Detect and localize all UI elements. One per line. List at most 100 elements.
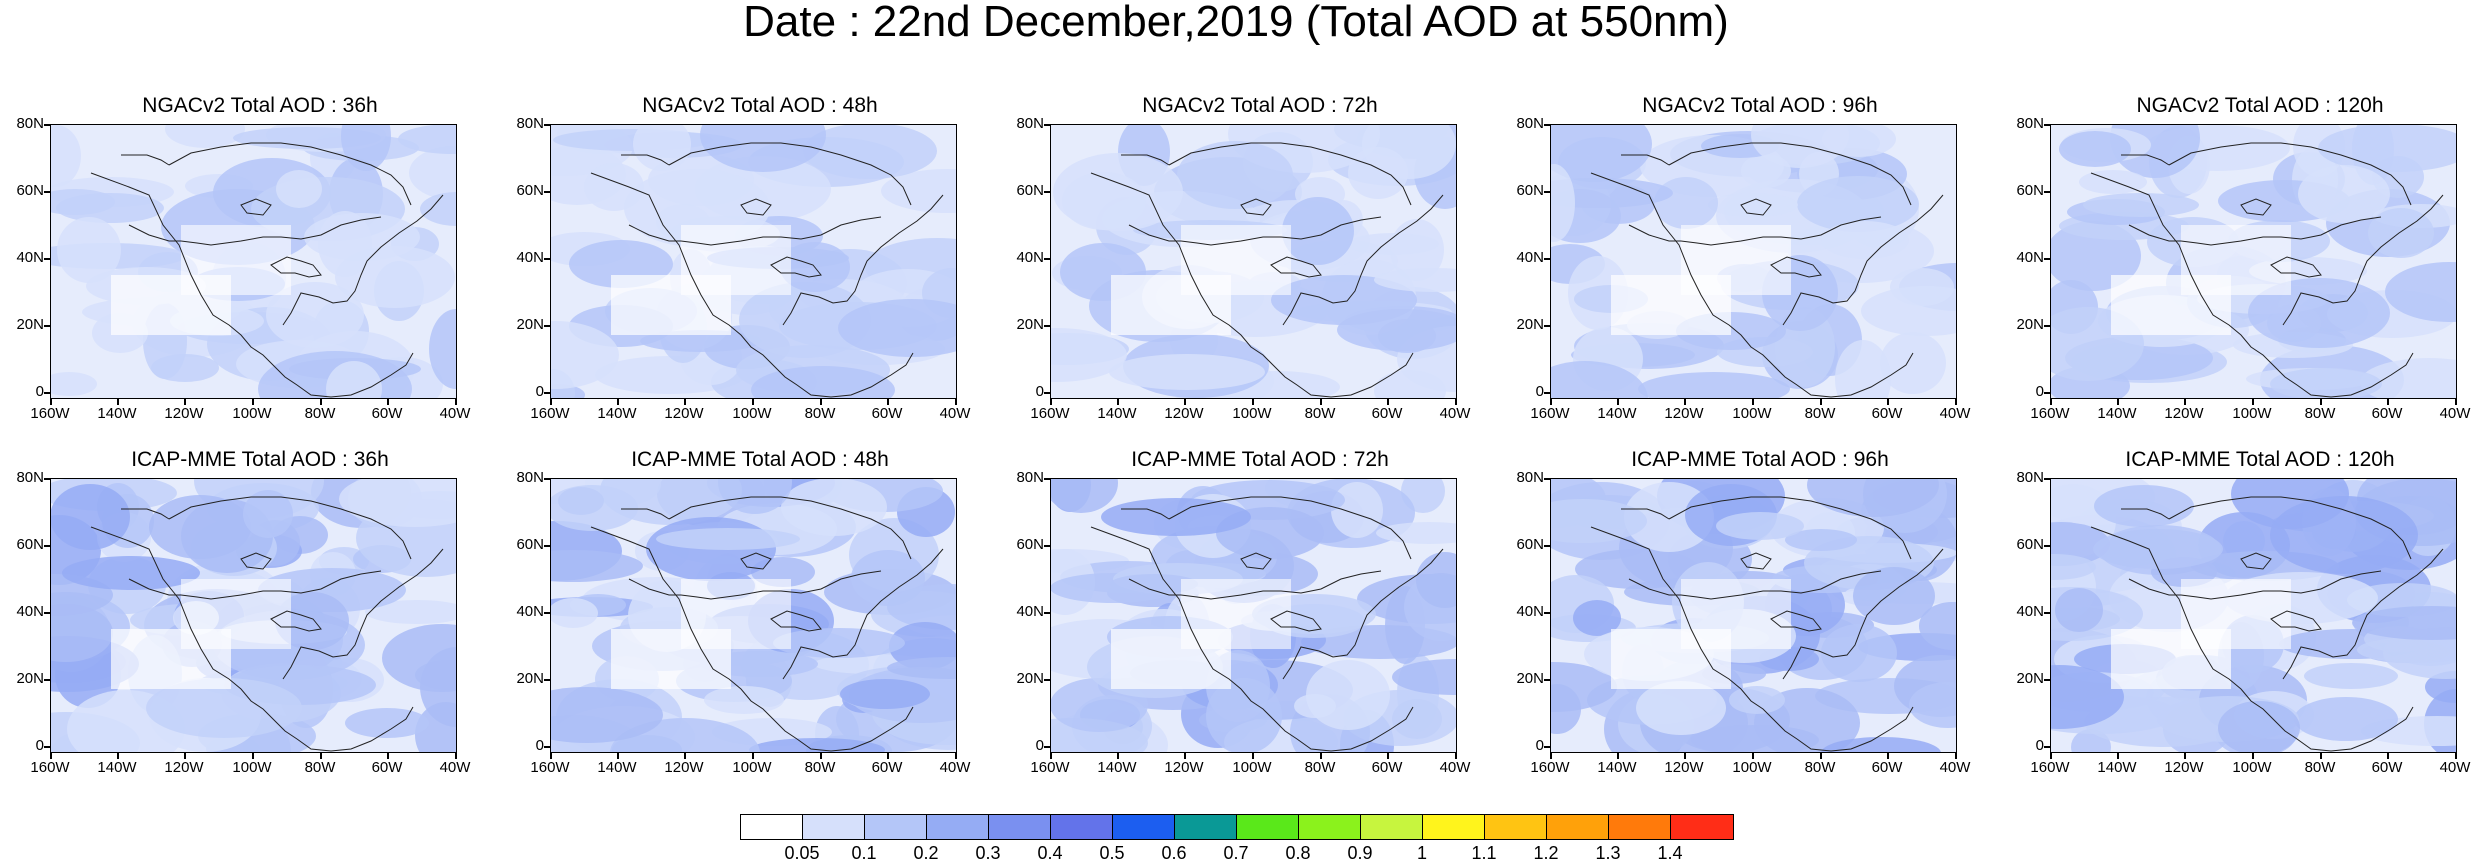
lon-label: 100W <box>732 759 772 776</box>
lakes <box>1740 552 1822 632</box>
map-panel: ICAP-MME Total AOD : 72h 80N 60N 40N 20N 0 16… <box>1000 448 1500 778</box>
lon-tick <box>387 399 389 405</box>
lat-tick <box>1544 478 1550 480</box>
lat-label: 20N <box>516 670 544 687</box>
lon-label: 120W <box>164 759 204 776</box>
lon-tick <box>550 399 552 405</box>
lat-label: 20N <box>1016 316 1044 333</box>
coastline <box>90 496 444 752</box>
colorbar-label: 0.05 <box>784 843 820 863</box>
lon-label: 80W <box>1804 405 1836 422</box>
lon-tick <box>1550 399 1552 405</box>
aod-map <box>1050 478 1457 753</box>
lon-tick <box>2320 753 2322 759</box>
lon-label: 40W <box>2439 759 2471 776</box>
lat-label: 20N <box>516 316 544 333</box>
lat-tick <box>1544 612 1550 614</box>
lat-tick <box>44 746 50 748</box>
aod-field <box>1051 479 1456 752</box>
lon-label: 80W <box>2304 759 2336 776</box>
lon-label: 80W <box>304 405 336 422</box>
lon-label: 120W <box>664 405 704 422</box>
aod-field <box>51 125 456 398</box>
lon-tick <box>2252 399 2254 405</box>
lat-tick <box>544 545 550 547</box>
panel-title: ICAP-MME Total AOD : 36h <box>131 448 389 471</box>
colorbar-swatch <box>741 815 803 839</box>
panel-title: NGACv2 Total AOD : 96h <box>1642 94 1878 117</box>
aod-map <box>1050 124 1457 399</box>
lon-tick <box>1955 753 1957 759</box>
panel-title: ICAP-MME Total AOD : 96h <box>1631 448 1889 471</box>
colorbar-swatch <box>1237 815 1299 839</box>
lon-tick <box>1320 753 1322 759</box>
lat-label: 60N <box>16 182 44 199</box>
lat-label: 40N <box>516 249 544 266</box>
lat-label: 0 <box>1535 383 1544 400</box>
colorbar-label: 0.4 <box>1037 843 1063 863</box>
lon-tick <box>1550 753 1552 759</box>
lon-tick <box>617 753 619 759</box>
lon-tick <box>617 399 619 405</box>
lat-tick <box>2044 478 2050 480</box>
lat-label: 60N <box>2016 182 2044 199</box>
lat-tick <box>544 612 550 614</box>
lat-tick <box>1044 258 1050 260</box>
lat-tick <box>1044 545 1050 547</box>
lat-label: 40N <box>1516 249 1544 266</box>
lon-label: 60W <box>871 405 903 422</box>
lon-tick <box>1955 399 1957 405</box>
map-panel: NGACv2 Total AOD : 120h 80N 60N 40N 20N 0 160… <box>2000 94 2472 424</box>
lon-tick <box>2455 399 2457 405</box>
lat-label: 80N <box>516 115 544 132</box>
lat-label: 40N <box>16 603 44 620</box>
lat-label: 80N <box>1516 115 1544 132</box>
lon-label: 100W <box>1732 405 1772 422</box>
colorbar-swatch <box>989 815 1051 839</box>
coastline <box>2090 142 2444 398</box>
lon-tick <box>387 753 389 759</box>
lat-label: 0 <box>535 737 544 754</box>
lat-label: 80N <box>16 469 44 486</box>
lon-label: 100W <box>232 759 272 776</box>
lon-label: 60W <box>371 405 403 422</box>
lat-label: 60N <box>516 182 544 199</box>
lon-tick <box>1820 753 1822 759</box>
colorbar-swatch <box>803 815 865 839</box>
lat-tick <box>44 612 50 614</box>
lon-label: 40W <box>1439 405 1471 422</box>
coastline <box>590 142 944 398</box>
lat-label: 20N <box>1516 316 1544 333</box>
lakes <box>2240 552 2322 632</box>
lat-label: 40N <box>1016 249 1044 266</box>
colorbar-label: 1 <box>1416 843 1427 863</box>
lon-tick <box>1387 399 1389 405</box>
colorbar-swatch <box>927 815 989 839</box>
map-panel: NGACv2 Total AOD : 96h 80N 60N 40N 20N 0 160W… <box>1500 94 2000 424</box>
lon-label: 160W <box>30 405 70 422</box>
lat-label: 80N <box>2016 115 2044 132</box>
map-panel: ICAP-MME Total AOD : 96h 80N 60N 40N 20N 0 16… <box>1500 448 2000 778</box>
lon-label: 160W <box>2030 759 2070 776</box>
lon-label: 120W <box>164 405 204 422</box>
lon-tick <box>1184 753 1186 759</box>
lon-label: 160W <box>2030 405 2070 422</box>
lon-tick <box>2387 399 2389 405</box>
lat-label: 20N <box>2016 670 2044 687</box>
colorbar-label: 1.4 <box>1657 843 1683 863</box>
lat-tick <box>1544 124 1550 126</box>
map-panel: ICAP-MME Total AOD : 48h 80N 60N 40N 20N 0 16… <box>500 448 1000 778</box>
coastline <box>1090 142 1444 398</box>
lat-tick <box>2044 746 2050 748</box>
lat-tick <box>1544 191 1550 193</box>
lat-tick <box>1544 545 1550 547</box>
lon-tick <box>2184 399 2186 405</box>
lat-label: 20N <box>16 670 44 687</box>
lon-tick <box>1887 399 1889 405</box>
lon-label: 80W <box>804 759 836 776</box>
lon-tick <box>320 753 322 759</box>
lat-label: 60N <box>16 536 44 553</box>
lat-label: 80N <box>1016 469 1044 486</box>
aod-field <box>1551 479 1956 752</box>
lon-tick <box>1320 399 1322 405</box>
